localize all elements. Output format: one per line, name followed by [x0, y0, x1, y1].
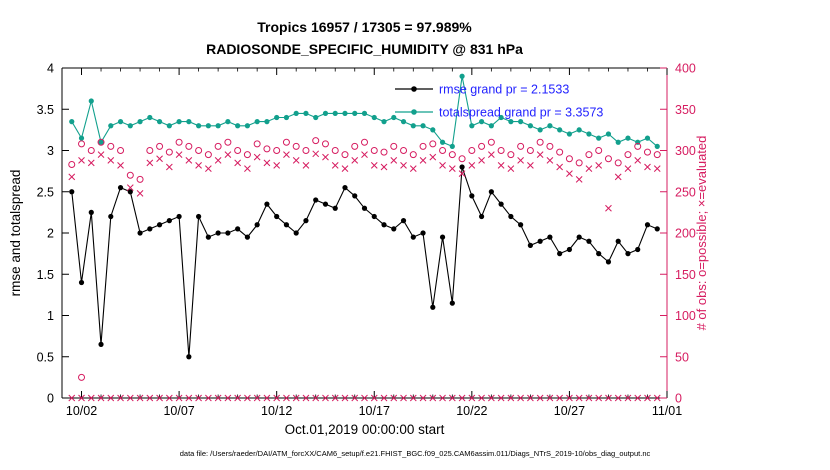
y-right-tick-label: 400: [675, 62, 696, 76]
y-right-tick-label: 150: [675, 268, 696, 282]
y-left-tick-label: 4: [47, 62, 54, 76]
legend: rmse grand pr = 2.1533 totalspread grand …: [395, 83, 603, 120]
y-left-tick-label: 0: [47, 392, 54, 406]
x-tick-label: 10/27: [554, 404, 585, 418]
y-left-tick-label: 0.5: [37, 350, 54, 364]
y-axis-label-left: rmse and totalspread: [8, 170, 23, 297]
x-axis-label: Oct.01,2019 00:00:00 start: [285, 422, 445, 437]
x-tick-label: 10/12: [261, 404, 292, 418]
legend-label: rmse grand pr = 2.1533: [439, 83, 569, 97]
x-tick-label: 10/22: [456, 404, 487, 418]
data-file-caption: data file: /Users/raeder/DAI/ATM_forcXX/…: [179, 449, 651, 458]
x-tick-label: 10/17: [359, 404, 390, 418]
series-obs-evaluated: [68, 150, 661, 212]
y-left-tick-label: 1: [47, 309, 54, 323]
y-right-tick-label: 0: [675, 392, 682, 406]
series-obs-low-outlier: [78, 373, 86, 381]
y-right-tick-label: 200: [675, 227, 696, 241]
y-right-tick-label: 100: [675, 309, 696, 323]
y-left-tick-label: 1.5: [37, 268, 54, 282]
series-obs-possible: [68, 137, 661, 183]
series-obs-baseline-zero: [68, 394, 661, 402]
y-right-tick-label: 250: [675, 185, 696, 199]
x-tick-label: 10/07: [163, 404, 194, 418]
axes: 10/02 10/07 10/12 10/17 10/22 10/27 11/0100.51…: [8, 62, 709, 438]
series-totalspread: [69, 73, 660, 149]
x-tick-label: 10/02: [66, 404, 97, 418]
y-left-tick-label: 3.5: [37, 103, 54, 117]
title-block: Tropics 16957 / 17305 = 97.989% RADIOSON…: [0, 16, 729, 60]
chart-title-line1: Tropics 16957 / 17305 = 97.989%: [257, 19, 472, 35]
series-rmse: [69, 164, 660, 360]
y-left-tick-label: 3: [47, 144, 54, 158]
y-right-tick-label: 300: [675, 144, 696, 158]
x-tick-label: 11/01: [652, 404, 682, 418]
y-left-tick-label: 2.5: [37, 185, 54, 199]
y-right-tick-label: 350: [675, 103, 696, 117]
y-left-tick-label: 2: [47, 227, 54, 241]
y-right-tick-label: 50: [675, 350, 689, 364]
legend-label: totalspread grand pr = 3.3573: [439, 106, 603, 120]
y-axis-label-right: # of obs: o=possible; ×=evaluated: [694, 136, 709, 331]
chart-title-line2: RADIOSONDE_SPECIFIC_HUMIDITY @ 831 hPa: [206, 41, 523, 57]
